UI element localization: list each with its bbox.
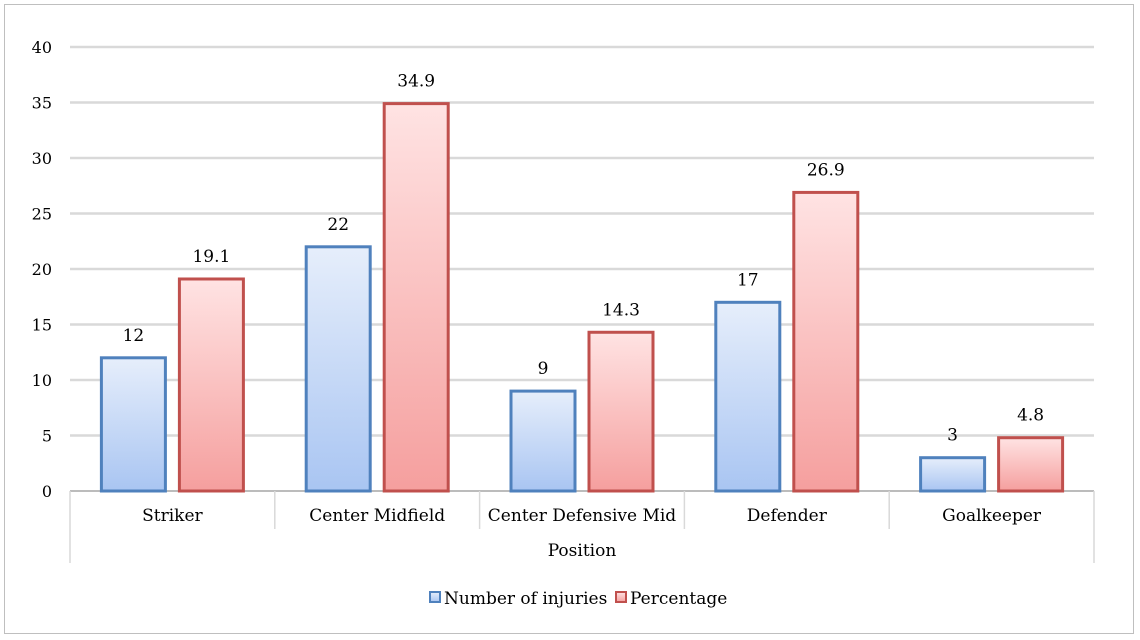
data-label: 22 [327, 215, 349, 235]
data-label: 26.9 [807, 160, 845, 180]
bar-percentage [382, 102, 450, 493]
legend-swatch [615, 591, 627, 603]
y-tick-label: 10 [32, 371, 52, 390]
bar-percentage [997, 436, 1065, 493]
bar-percentage [177, 277, 245, 493]
legend: Number of injuries Percentage [429, 589, 727, 609]
bar-injuries [99, 356, 167, 493]
data-label: 14.3 [602, 300, 640, 320]
data-label: 19.1 [192, 247, 230, 267]
x-tick-label: Center Defensive Mid [488, 506, 677, 526]
x-axis-title: Position [548, 541, 617, 561]
y-tick-label: 5 [42, 427, 52, 446]
legend-label: Number of injuries [444, 589, 607, 609]
data-label: 3 [947, 426, 958, 446]
x-tick-label: Defender [747, 506, 828, 526]
y-tick-label: 0 [42, 482, 52, 501]
bar-percentage [587, 330, 655, 493]
data-label: 34.9 [397, 72, 435, 92]
bar-injuries [304, 245, 372, 493]
legend-swatch [429, 591, 441, 603]
y-tick-label: 15 [32, 316, 52, 335]
y-tick-label: 40 [32, 38, 52, 57]
bar-percentage [792, 190, 860, 493]
data-label: 4.8 [1017, 406, 1044, 426]
y-tick-label: 25 [32, 205, 52, 224]
data-label: 9 [538, 359, 549, 379]
legend-label: Percentage [630, 589, 727, 609]
data-label: 12 [123, 326, 145, 346]
bar-injuries [509, 389, 577, 493]
x-tick-label: Center Midfield [309, 506, 445, 526]
data-label: 17 [737, 270, 759, 290]
bar-injuries [714, 300, 782, 493]
y-tick-label: 35 [32, 94, 52, 113]
y-tick-label: 20 [32, 260, 52, 279]
bar-injuries [919, 456, 987, 493]
x-tick-label: Striker [142, 506, 203, 526]
x-tick-label: Goalkeeper [942, 506, 1042, 526]
y-tick-label: 30 [32, 149, 52, 168]
